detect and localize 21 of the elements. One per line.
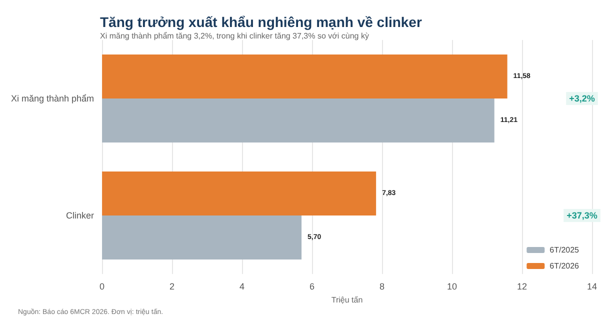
x-tick-label: 8 bbox=[380, 282, 385, 292]
annotation: +3,2% bbox=[569, 94, 595, 104]
x-axis-title: Triệu tấn bbox=[331, 295, 363, 304]
x-tick-label: 12 bbox=[517, 282, 528, 292]
legend-label: 6T/2026 bbox=[550, 262, 580, 270]
y-tick-label: Clinker bbox=[66, 210, 94, 220]
x-tick-label: 2 bbox=[170, 282, 175, 292]
chart-title: Tăng trưởng xuất khẩu nghiêng mạnh về clinker bbox=[100, 14, 422, 30]
bar bbox=[102, 172, 376, 216]
x-tick-label: 6 bbox=[310, 282, 315, 292]
bar bbox=[102, 54, 508, 98]
chart-subtitle: Xi măng thành phẩm tăng 3,2%, trong khi clinker tăng 37,3% so với cùng kỳ bbox=[100, 32, 369, 40]
y-tick-label: Xi măng thành phẩm bbox=[10, 94, 94, 104]
x-tick-label: 4 bbox=[240, 282, 245, 292]
bar bbox=[102, 98, 494, 142]
legend-label: 6T/2025 bbox=[550, 246, 580, 254]
x-tick-label: 0 bbox=[100, 282, 105, 292]
x-tick-label: 10 bbox=[447, 282, 458, 292]
annotation: +37,3% bbox=[566, 210, 598, 220]
bar bbox=[102, 216, 302, 260]
x-tick-label: 14 bbox=[586, 282, 598, 292]
